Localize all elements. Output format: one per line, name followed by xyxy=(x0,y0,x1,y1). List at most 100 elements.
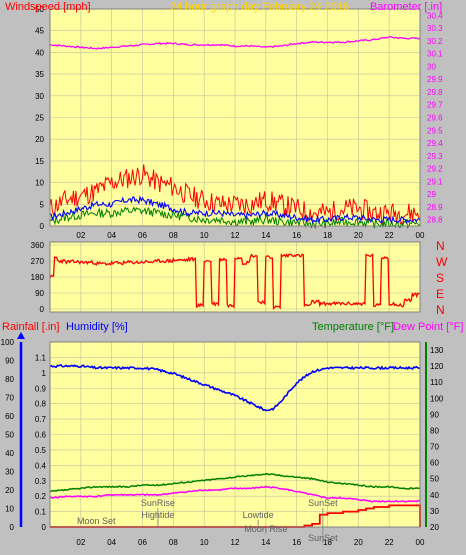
humidity-tick-label: 90 xyxy=(5,357,14,366)
rainfall-tick-label: 0.2 xyxy=(35,492,47,501)
humidity-tick-label: 30 xyxy=(5,468,14,477)
humidity-tick-label: 80 xyxy=(5,375,14,384)
bottom-time-tick-label: 08 xyxy=(169,538,178,547)
rainfall-tick-label: 0.8 xyxy=(35,400,47,409)
rainfall-tick-label: 0.7 xyxy=(35,415,47,424)
rainfall-tick-label: 0.1 xyxy=(35,508,47,517)
rainfall-tick-label: 1 xyxy=(42,369,47,378)
barometer-line xyxy=(50,35,421,50)
temperature-tick-label: 110 xyxy=(430,378,443,387)
barometer-tick-label: 30.2 xyxy=(427,37,443,46)
humidity-tick-label: 60 xyxy=(5,412,14,421)
bottom-time-tick-label: 00 xyxy=(416,538,425,547)
windspeed-tick-label: 5 xyxy=(40,200,45,209)
windspeed-axis-label: Windspeed [mph] xyxy=(5,1,91,13)
rainfall-tick-label: 0 xyxy=(42,523,47,532)
time-tick-label: 18 xyxy=(323,231,332,240)
humidity-line xyxy=(49,364,421,412)
chart-title: 24 hour graph day February 24 2016 xyxy=(170,1,349,13)
dewpoint-axis-label: Dew Point [°F] xyxy=(393,321,463,333)
humidity-tick-label: 20 xyxy=(5,486,14,495)
compass-label: E xyxy=(436,287,444,301)
time-tick-label: 22 xyxy=(385,231,394,240)
event-label: Hightide xyxy=(141,510,174,520)
compass-label: N xyxy=(436,303,445,317)
time-tick-label: 08 xyxy=(169,231,178,240)
humidity-axis-arrow xyxy=(17,332,25,339)
windspeed-tick-label: 50 xyxy=(35,5,44,14)
windspeed-tick-label: 20 xyxy=(35,135,44,144)
direction-tick-label: 360 xyxy=(31,241,45,250)
wind-gust-line xyxy=(49,164,421,225)
bottom-time-tick-label: 12 xyxy=(231,538,240,547)
dewpoint-line xyxy=(49,485,421,503)
windspeed-tick-label: 40 xyxy=(35,48,44,57)
bottom-time-tick-label: 06 xyxy=(138,538,147,547)
barometer-tick-label: 29.1 xyxy=(427,177,443,186)
time-tick-label: 02 xyxy=(76,231,85,240)
temperature-axis-label: Temperature [°F] xyxy=(312,321,394,333)
bottom-time-tick-label: 16 xyxy=(292,538,301,547)
windspeed-tick-label: 35 xyxy=(35,70,44,79)
temperature-tick-label: 40 xyxy=(430,491,439,500)
rainfall-tick-label: 0.9 xyxy=(35,384,47,393)
compass-label: S xyxy=(436,271,444,285)
event-label: Moon Rise xyxy=(244,524,287,534)
rain-temp-plot-frame xyxy=(49,341,421,528)
rainfall-tick-label: 0.3 xyxy=(35,477,47,486)
compass-label: W xyxy=(436,255,448,269)
compass-label: N xyxy=(436,239,445,253)
temperature-tick-label: 130 xyxy=(430,346,444,355)
windspeed-tick-label: 15 xyxy=(35,157,44,166)
barometer-tick-label: 30.4 xyxy=(427,11,443,20)
rainfall-tick-label: 0.6 xyxy=(35,431,47,440)
temperature-tick-label: 100 xyxy=(430,394,444,403)
humidity-tick-label: 100 xyxy=(1,338,15,347)
humidity-tick-label: 70 xyxy=(5,394,14,403)
humidity-tick-label: 40 xyxy=(5,449,14,458)
rainfall-tick-label: 0.5 xyxy=(35,446,47,455)
barometer-tick-label: 29.6 xyxy=(427,114,443,123)
humidity-tick-label: 50 xyxy=(5,431,14,440)
barometer-tick-label: 30.1 xyxy=(427,50,443,59)
barometer-tick-label: 29.5 xyxy=(427,126,443,135)
rainfall-tick-label: 0.4 xyxy=(35,461,47,470)
windspeed-tick-label: 30 xyxy=(35,92,44,101)
time-tick-label: 20 xyxy=(354,231,363,240)
barometer-tick-label: 29.9 xyxy=(427,75,443,84)
temperature-line xyxy=(49,472,421,493)
bottom-time-tick-label: 02 xyxy=(76,538,85,547)
barometer-tick-label: 29 xyxy=(427,190,436,199)
time-tick-label: 06 xyxy=(138,231,147,240)
barometer-tick-label: 30.3 xyxy=(427,24,443,33)
direction-tick-label: 0 xyxy=(40,305,45,314)
time-tick-label: 00 xyxy=(416,231,425,240)
barometer-axis-label: Barometer [.in] xyxy=(370,1,442,13)
windspeed-tick-label: 10 xyxy=(35,179,44,188)
temperature-tick-label: 60 xyxy=(430,459,439,468)
wind-baro-plot-frame xyxy=(49,8,421,227)
temperature-tick-label: 20 xyxy=(430,523,439,532)
windspeed-tick-label: 45 xyxy=(35,27,44,36)
time-tick-label: 12 xyxy=(231,231,240,240)
barometer-tick-label: 29.4 xyxy=(427,139,443,148)
wind-direction-line xyxy=(49,253,421,311)
bottom-time-tick-label: 22 xyxy=(385,538,394,547)
bottom-time-tick-label: 10 xyxy=(200,538,209,547)
humidity-tick-label: 10 xyxy=(5,505,14,514)
direction-tick-label: 180 xyxy=(31,273,45,282)
wind-direction-plot-frame xyxy=(49,241,421,313)
event-label: Lowtide xyxy=(243,510,274,520)
humidity-axis-label: Humidity [%] xyxy=(66,321,128,333)
bottom-time-tick-label: 20 xyxy=(354,538,363,547)
bottom-time-tick-label: 14 xyxy=(261,538,270,547)
barometer-tick-label: 28.8 xyxy=(427,216,443,225)
event-label: Moon Set xyxy=(77,516,116,526)
rainfall-tick-label: 1.1 xyxy=(35,353,47,362)
temperature-tick-label: 120 xyxy=(430,362,444,371)
bottom-time-tick-label: 18 xyxy=(323,538,332,547)
wind-average-line xyxy=(49,195,421,225)
windspeed-tick-label: 25 xyxy=(35,114,44,123)
temperature-tick-label: 80 xyxy=(430,426,439,435)
